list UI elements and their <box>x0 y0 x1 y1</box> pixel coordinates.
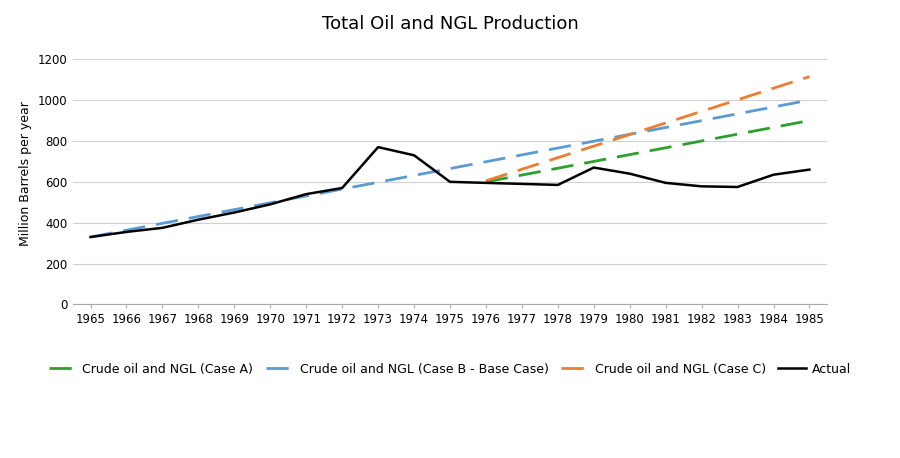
Actual <box>122 229 132 234</box>
Actual <box>768 172 778 177</box>
Crude oil and NGL (Case A) <box>553 165 563 171</box>
Crude oil and NGL (Case B - Base Case) <box>373 180 383 185</box>
Crude oil and NGL (Case B - Base Case) <box>768 104 778 110</box>
Line: Crude oil and NGL (Case A): Crude oil and NGL (Case A) <box>486 120 809 182</box>
Crude oil and NGL (Case B - Base Case) <box>481 159 491 164</box>
Actual <box>337 185 347 191</box>
Crude oil and NGL (Case B - Base Case) <box>517 152 527 158</box>
Crude oil and NGL (Case B - Base Case) <box>265 200 275 206</box>
Crude oil and NGL (Case B - Base Case) <box>733 111 743 116</box>
Crude oil and NGL (Case B - Base Case) <box>157 221 167 226</box>
Actual <box>481 180 491 185</box>
Crude oil and NGL (Case B - Base Case) <box>697 118 707 123</box>
Crude oil and NGL (Case A) <box>589 158 599 164</box>
Crude oil and NGL (Case B - Base Case) <box>553 145 563 151</box>
Crude oil and NGL (Case B - Base Case) <box>661 125 671 130</box>
Crude oil and NGL (Case B - Base Case) <box>86 234 96 240</box>
Crude oil and NGL (Case C) <box>481 178 491 184</box>
Crude oil and NGL (Case C) <box>625 132 635 137</box>
Actual <box>409 153 419 158</box>
Actual <box>804 167 814 172</box>
Crude oil and NGL (Case B - Base Case) <box>229 207 239 213</box>
Title: Total Oil and NGL Production: Total Oil and NGL Production <box>321 15 579 33</box>
Crude oil and NGL (Case A) <box>625 152 635 158</box>
Crude oil and NGL (Case B - Base Case) <box>301 193 311 199</box>
Crude oil and NGL (Case A) <box>697 138 707 144</box>
Actual <box>625 171 635 176</box>
Crude oil and NGL (Case A) <box>661 145 671 151</box>
Crude oil and NGL (Case C) <box>517 167 527 172</box>
Crude oil and NGL (Case A) <box>733 131 743 137</box>
Crude oil and NGL (Case B - Base Case) <box>804 98 814 103</box>
Crude oil and NGL (Case B - Base Case) <box>625 131 635 137</box>
Crude oil and NGL (Case C) <box>733 97 743 103</box>
Crude oil and NGL (Case A) <box>517 172 527 178</box>
Actual <box>553 182 563 188</box>
Crude oil and NGL (Case C) <box>768 86 778 91</box>
Actual <box>86 234 96 240</box>
Actual <box>301 191 311 197</box>
Crude oil and NGL (Case C) <box>661 120 671 125</box>
Actual <box>517 181 527 187</box>
Line: Actual: Actual <box>91 147 809 237</box>
Actual <box>373 144 383 150</box>
Actual <box>733 184 743 190</box>
Actual <box>445 179 455 185</box>
Y-axis label: Million Barrels per year: Million Barrels per year <box>20 101 32 246</box>
Crude oil and NGL (Case C) <box>697 109 707 114</box>
Crude oil and NGL (Case A) <box>804 118 814 123</box>
Crude oil and NGL (Case B - Base Case) <box>337 186 347 192</box>
Actual <box>697 184 707 189</box>
Line: Crude oil and NGL (Case C): Crude oil and NGL (Case C) <box>486 76 809 181</box>
Crude oil and NGL (Case B - Base Case) <box>445 166 455 171</box>
Actual <box>589 165 599 170</box>
Crude oil and NGL (Case C) <box>804 74 814 79</box>
Crude oil and NGL (Case A) <box>768 125 778 130</box>
Crude oil and NGL (Case B - Base Case) <box>193 214 203 219</box>
Actual <box>193 217 203 223</box>
Legend: Crude oil and NGL (Case A), Crude oil and NGL (Case B - Base Case), Crude oil an: Crude oil and NGL (Case A), Crude oil an… <box>44 358 856 381</box>
Actual <box>229 210 239 215</box>
Crude oil and NGL (Case C) <box>553 155 563 160</box>
Crude oil and NGL (Case C) <box>589 143 599 149</box>
Crude oil and NGL (Case A) <box>481 179 491 185</box>
Crude oil and NGL (Case B - Base Case) <box>122 228 132 233</box>
Actual <box>157 225 167 230</box>
Actual <box>661 180 671 185</box>
Actual <box>265 202 275 207</box>
Crude oil and NGL (Case B - Base Case) <box>409 173 419 178</box>
Crude oil and NGL (Case B - Base Case) <box>589 138 599 144</box>
Line: Crude oil and NGL (Case B - Base Case): Crude oil and NGL (Case B - Base Case) <box>91 100 809 237</box>
